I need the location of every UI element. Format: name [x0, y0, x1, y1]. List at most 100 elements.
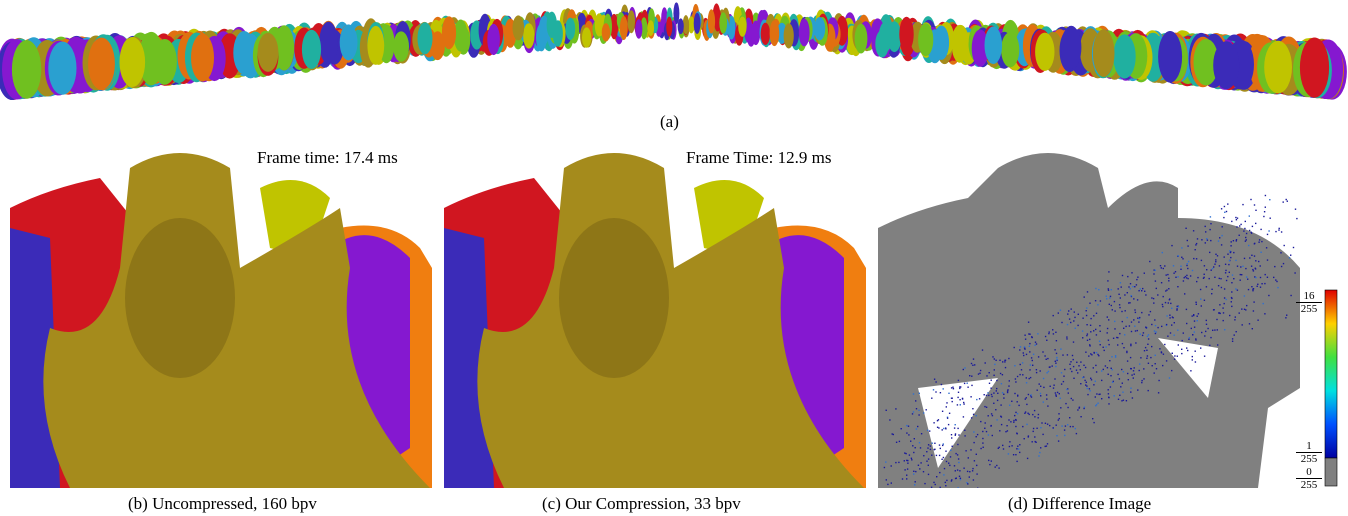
difference-speck: [902, 478, 903, 479]
difference-speck: [1056, 340, 1057, 341]
difference-speck: [1052, 329, 1053, 330]
difference-speck: [1063, 381, 1064, 382]
difference-speck: [906, 475, 907, 476]
difference-speck: [1200, 298, 1201, 299]
difference-speck: [1075, 428, 1076, 429]
difference-speck: [1212, 330, 1213, 331]
difference-speck: [1114, 321, 1115, 322]
difference-speck: [1172, 353, 1173, 354]
difference-speck: [1047, 443, 1048, 444]
difference-speck: [1056, 357, 1057, 358]
difference-speck: [1254, 204, 1255, 205]
difference-speck: [1264, 283, 1265, 284]
difference-speck: [1261, 283, 1262, 284]
difference-speck: [911, 459, 912, 460]
difference-speck: [1000, 404, 1001, 405]
difference-speck: [1091, 379, 1092, 380]
difference-speck: [972, 470, 973, 471]
difference-speck: [1142, 288, 1143, 289]
difference-speck: [1183, 332, 1184, 333]
difference-speck: [1087, 333, 1088, 334]
difference-speck: [1172, 316, 1173, 317]
difference-speck: [1131, 272, 1132, 273]
difference-speck: [1127, 317, 1128, 318]
difference-speck: [1251, 255, 1252, 256]
difference-speck: [967, 471, 968, 472]
difference-speck: [957, 397, 958, 398]
difference-speck: [1177, 330, 1178, 331]
difference-speck: [1168, 302, 1169, 303]
difference-speck: [1000, 373, 1001, 374]
difference-speck: [989, 372, 990, 373]
difference-speck: [1022, 362, 1023, 363]
difference-speck: [1010, 421, 1011, 422]
difference-speck: [1161, 282, 1162, 283]
difference-speck: [1156, 368, 1157, 369]
difference-speck: [1046, 340, 1047, 341]
difference-speck: [1137, 277, 1138, 278]
difference-speck: [1073, 320, 1074, 321]
difference-speck: [1099, 325, 1100, 326]
difference-speck: [1067, 354, 1068, 355]
difference-speck: [1107, 316, 1108, 317]
difference-speck: [916, 408, 917, 409]
difference-speck: [1017, 413, 1018, 414]
difference-speck: [1148, 314, 1149, 315]
crowd-figure: [582, 27, 591, 47]
difference-speck: [1212, 268, 1213, 269]
difference-speck: [1221, 287, 1222, 288]
difference-speck: [1019, 374, 1020, 375]
difference-speck: [1231, 298, 1232, 299]
difference-speck: [973, 358, 974, 359]
difference-speck: [1139, 370, 1140, 371]
difference-speck: [931, 487, 932, 488]
difference-speck: [1064, 429, 1065, 430]
difference-speck: [1187, 245, 1188, 246]
difference-speck: [1003, 397, 1004, 398]
difference-speck: [1216, 319, 1217, 320]
difference-speck: [985, 422, 986, 423]
difference-speck: [1180, 266, 1181, 267]
difference-speck: [934, 449, 935, 450]
difference-speck: [964, 383, 965, 384]
difference-speck: [1061, 425, 1062, 426]
difference-speck: [1115, 356, 1116, 357]
difference-speck: [1146, 358, 1147, 359]
difference-speck: [1201, 332, 1202, 333]
difference-speck: [951, 480, 952, 481]
difference-speck: [1201, 260, 1202, 261]
difference-speck: [1167, 274, 1168, 275]
difference-speck: [1168, 280, 1169, 281]
difference-speck: [942, 411, 943, 412]
difference-speck: [983, 447, 984, 448]
difference-speck: [905, 453, 906, 454]
difference-speck: [998, 467, 999, 468]
difference-speck: [1214, 264, 1215, 265]
difference-speck: [1236, 331, 1237, 332]
difference-speck: [1122, 275, 1123, 276]
crowd-figure: [319, 22, 338, 64]
difference-speck: [1001, 424, 1002, 425]
difference-speck: [935, 381, 936, 382]
difference-speck: [957, 444, 958, 445]
difference-speck: [1280, 252, 1281, 253]
difference-speck: [1277, 287, 1278, 288]
crowd-figure: [1093, 29, 1115, 77]
difference-speck: [1003, 448, 1004, 449]
difference-speck: [1028, 436, 1029, 437]
difference-speck: [1192, 334, 1193, 335]
difference-speck: [1021, 369, 1022, 370]
difference-speck: [1184, 277, 1185, 278]
difference-speck: [1245, 268, 1246, 269]
difference-speck: [1077, 409, 1078, 410]
difference-speck: [973, 442, 974, 443]
difference-speck: [1039, 452, 1040, 453]
difference-speck: [1233, 278, 1234, 279]
difference-speck: [1107, 332, 1108, 333]
difference-speck: [993, 392, 994, 393]
difference-speck: [920, 462, 921, 463]
difference-speck: [1264, 211, 1265, 212]
difference-speck: [1244, 295, 1245, 296]
difference-speck: [1221, 244, 1222, 245]
difference-speck: [1124, 294, 1125, 295]
